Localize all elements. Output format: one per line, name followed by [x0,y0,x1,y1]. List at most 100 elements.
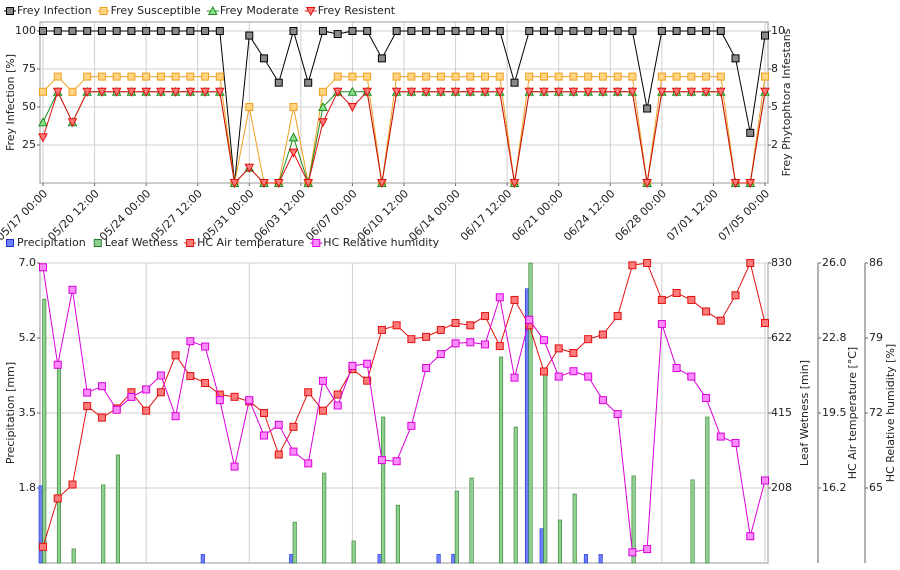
marker [746,532,755,541]
marker [83,27,92,35]
marker [215,396,224,405]
marker [273,179,284,189]
marker [363,27,372,35]
marker [392,27,401,35]
tick-label: 72 [869,406,883,419]
marker [451,27,460,35]
marker [288,148,299,158]
marker [584,72,593,81]
marker [701,87,711,97]
marker [451,72,460,81]
tick-label: 75 [22,62,36,75]
marker [495,27,504,35]
marker [348,27,357,35]
marker [671,87,682,97]
marker [111,87,122,97]
legend-label: Frey Moderate [220,4,299,17]
marker [68,480,77,489]
marker [362,87,372,97]
marker [451,339,460,348]
marker [53,27,62,35]
marker [480,87,490,97]
marker [554,372,563,381]
marker [686,87,697,97]
marker [156,371,165,380]
marker [598,87,608,97]
marker [318,87,327,96]
marker [39,542,47,551]
marker [657,27,666,35]
marker [584,27,593,35]
marker [628,548,637,557]
marker [215,27,224,35]
marker [525,72,534,81]
marker [510,295,519,304]
marker [568,87,579,97]
tick-label: 622 [771,331,792,344]
bar [289,554,294,564]
bar [38,485,43,564]
marker [39,263,47,272]
marker [348,361,357,370]
marker [156,87,166,97]
marker [377,456,386,465]
marker [260,409,269,417]
tick-label: 22.8 [822,331,847,344]
x-tick-label: 07/01 12:00 [664,187,721,244]
marker [687,372,696,381]
marker [643,545,652,554]
marker [363,359,372,368]
marker [68,87,77,96]
marker [495,72,504,81]
marker [554,27,563,35]
marker [716,432,725,441]
marker [407,335,416,344]
bar [381,416,386,564]
bar [71,548,76,564]
marker [422,27,431,35]
marker [716,27,725,35]
marker [450,87,461,97]
marker [156,27,165,35]
marker [97,413,106,422]
bar [436,554,441,564]
marker [539,336,548,345]
marker [627,87,638,97]
marker [303,179,314,189]
marker [584,335,593,344]
marker [229,179,240,189]
marker [539,27,548,35]
marker [731,54,740,63]
marker [347,86,358,96]
marker [377,54,386,63]
marker [495,293,504,302]
marker [730,179,741,189]
tick-label: 7.0 [19,256,37,269]
marker [97,382,106,391]
marker [436,350,445,359]
marker [333,72,342,81]
marker [260,54,269,63]
marker [141,87,151,97]
tick-label: 415 [771,406,792,419]
marker [318,376,327,385]
bar [690,479,695,564]
marker [333,390,342,399]
marker [672,72,681,81]
tick-label: 208 [771,481,792,494]
marker [628,72,637,81]
marker [569,72,578,81]
marker [672,289,681,297]
marker [731,291,740,300]
marker [289,422,298,431]
legend-label: Frey Infection [17,4,92,17]
bar [583,554,588,564]
marker [422,332,431,341]
marker [171,72,180,81]
marker [731,439,740,447]
bar [454,490,459,564]
tick-label: 100 [15,24,36,37]
marker [83,388,92,397]
marker [245,396,254,405]
